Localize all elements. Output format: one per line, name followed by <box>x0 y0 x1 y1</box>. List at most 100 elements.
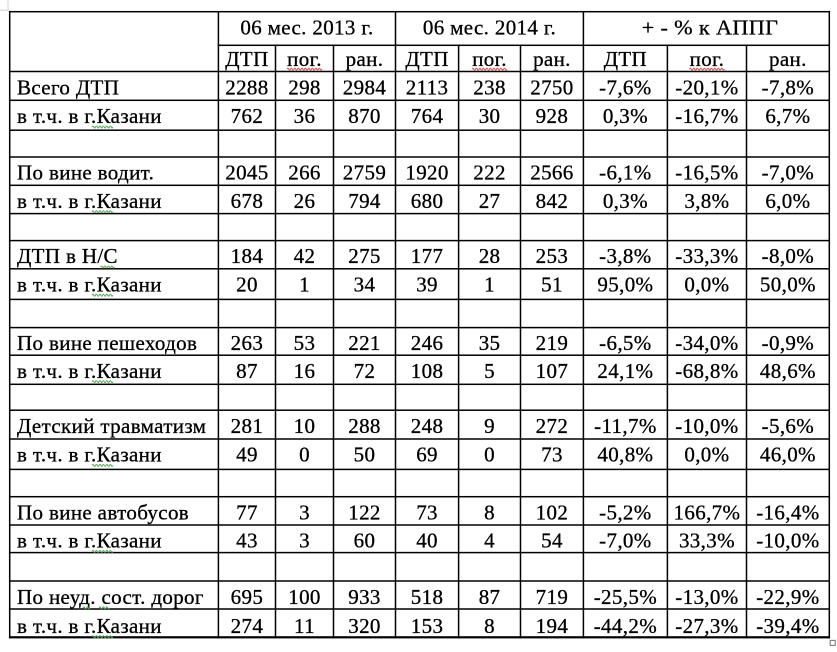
svg-text:-22,9%: -22,9% <box>756 585 819 609</box>
svg-text:в т.ч. в г.Казани: в т.ч. в г.Казани <box>17 614 162 638</box>
svg-text:По вине водит.: По вине водит. <box>17 161 154 185</box>
svg-text:28: 28 <box>479 244 501 268</box>
svg-text:72: 72 <box>354 359 376 383</box>
svg-text:-16,4%: -16,4% <box>756 500 819 524</box>
svg-text:33,3%: 33,3% <box>679 529 735 553</box>
svg-text:36: 36 <box>294 104 316 128</box>
svg-text:пог.: пог. <box>690 47 725 71</box>
svg-text:73: 73 <box>416 500 438 524</box>
svg-text:2566: 2566 <box>530 161 573 185</box>
svg-text:0,3%: 0,3% <box>603 104 648 128</box>
svg-text:ДТП: ДТП <box>405 47 448 71</box>
svg-text:95,0%: 95,0% <box>597 272 653 296</box>
svg-text:842: 842 <box>536 189 569 213</box>
svg-text:248: 248 <box>411 414 444 438</box>
svg-text:По вине пешеходов: По вине пешеходов <box>17 331 197 355</box>
svg-text:6,0%: 6,0% <box>765 189 810 213</box>
svg-text:в т.ч. в г.Казани: в т.ч. в г.Казани <box>17 359 162 383</box>
svg-text:40,8%: 40,8% <box>597 443 653 467</box>
svg-text:288: 288 <box>348 414 381 438</box>
svg-text:-13,0%: -13,0% <box>675 585 738 609</box>
svg-text:+ - % к АППГ: + - % к АППГ <box>642 15 779 39</box>
svg-text:в т.ч. в г.Казани: в т.ч. в г.Казани <box>17 272 162 296</box>
svg-text:-8,0%: -8,0% <box>762 244 815 268</box>
svg-text:-39,4%: -39,4% <box>756 614 819 638</box>
svg-text:0,0%: 0,0% <box>684 443 729 467</box>
svg-text:пог.: пог. <box>472 47 507 71</box>
svg-text:107: 107 <box>536 359 569 383</box>
svg-text:ДТП: ДТП <box>225 47 268 71</box>
svg-text:50: 50 <box>354 443 376 467</box>
svg-text:ран.: ран. <box>769 47 807 71</box>
svg-text:2750: 2750 <box>530 76 573 100</box>
svg-text:678: 678 <box>231 189 264 213</box>
svg-text:42: 42 <box>294 244 316 268</box>
svg-text:298: 298 <box>288 76 321 100</box>
svg-text:Детский травматизм: Детский травматизм <box>17 414 206 438</box>
svg-text:54: 54 <box>541 529 563 553</box>
svg-text:49: 49 <box>236 443 258 467</box>
svg-text:8: 8 <box>484 500 495 524</box>
svg-text:266: 266 <box>288 161 321 185</box>
svg-text:933: 933 <box>348 585 381 609</box>
svg-text:-5,2%: -5,2% <box>599 500 652 524</box>
svg-text:870: 870 <box>348 104 381 128</box>
svg-text:24,1%: 24,1% <box>597 359 653 383</box>
svg-text:-16,7%: -16,7% <box>675 104 738 128</box>
svg-text:-34,0%: -34,0% <box>675 331 738 355</box>
svg-text:0: 0 <box>299 443 310 467</box>
svg-text:100: 100 <box>288 585 321 609</box>
svg-text:30: 30 <box>479 104 501 128</box>
svg-text:9: 9 <box>484 414 495 438</box>
svg-text:2045: 2045 <box>225 161 268 185</box>
svg-text:222: 222 <box>473 161 506 185</box>
svg-text:-10,0%: -10,0% <box>675 414 738 438</box>
svg-text:34: 34 <box>354 272 376 296</box>
svg-text:263: 263 <box>231 331 264 355</box>
svg-text:122: 122 <box>348 500 381 524</box>
svg-text:ран.: ран. <box>346 47 384 71</box>
svg-text:46,0%: 46,0% <box>760 443 816 467</box>
svg-text:680: 680 <box>411 189 444 213</box>
svg-text:272: 272 <box>536 414 569 438</box>
svg-text:06 мес. 2014 г.: 06 мес. 2014 г. <box>423 15 556 39</box>
svg-text:-7,0%: -7,0% <box>762 161 815 185</box>
svg-text:в т.ч. в г.Казани: в т.ч. в г.Казани <box>17 189 162 213</box>
svg-text:-7,0%: -7,0% <box>599 529 652 553</box>
svg-text:-11,7%: -11,7% <box>594 414 657 438</box>
svg-text:0,0%: 0,0% <box>684 272 729 296</box>
svg-text:2759: 2759 <box>343 161 386 185</box>
svg-text:40: 40 <box>416 529 438 553</box>
svg-text:-0,9%: -0,9% <box>762 331 815 355</box>
svg-text:-6,5%: -6,5% <box>599 331 652 355</box>
svg-text:ран.: ран. <box>533 47 571 71</box>
svg-text:695: 695 <box>231 585 264 609</box>
svg-text:60: 60 <box>354 529 376 553</box>
svg-text:-25,5%: -25,5% <box>594 585 657 609</box>
svg-text:-27,3%: -27,3% <box>675 614 738 638</box>
svg-text:-10,0%: -10,0% <box>756 529 819 553</box>
svg-text:73: 73 <box>541 443 563 467</box>
svg-text:166,7%: 166,7% <box>674 500 741 524</box>
svg-text:762: 762 <box>231 104 264 128</box>
svg-text:20: 20 <box>236 272 258 296</box>
svg-text:108: 108 <box>411 359 444 383</box>
svg-text:238: 238 <box>473 76 506 100</box>
svg-text:ДТП: ДТП <box>604 47 647 71</box>
svg-text:69: 69 <box>416 443 438 467</box>
svg-text:253: 253 <box>536 244 569 268</box>
svg-text:77: 77 <box>236 500 258 524</box>
svg-text:87: 87 <box>236 359 258 383</box>
svg-text:274: 274 <box>231 614 264 638</box>
svg-text:518: 518 <box>411 585 444 609</box>
svg-text:219: 219 <box>536 331 569 355</box>
svg-text:-6,1%: -6,1% <box>599 161 652 185</box>
svg-text:в т.ч. в г.Казани: в т.ч. в г.Казани <box>17 443 162 467</box>
svg-text:-16,5%: -16,5% <box>675 161 738 185</box>
svg-text:По вине автобусов: По вине автобусов <box>17 500 189 524</box>
svg-text:По неуд. сост. дорог: По неуд. сост. дорог <box>17 585 204 609</box>
svg-text:10: 10 <box>294 414 316 438</box>
svg-text:48,6%: 48,6% <box>760 359 816 383</box>
svg-text:2288: 2288 <box>225 76 268 100</box>
svg-text:-20,1%: -20,1% <box>675 76 738 100</box>
